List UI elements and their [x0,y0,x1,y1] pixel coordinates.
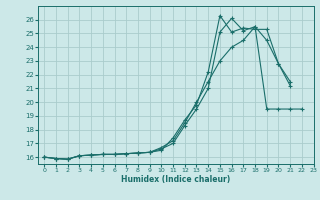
X-axis label: Humidex (Indice chaleur): Humidex (Indice chaleur) [121,175,231,184]
